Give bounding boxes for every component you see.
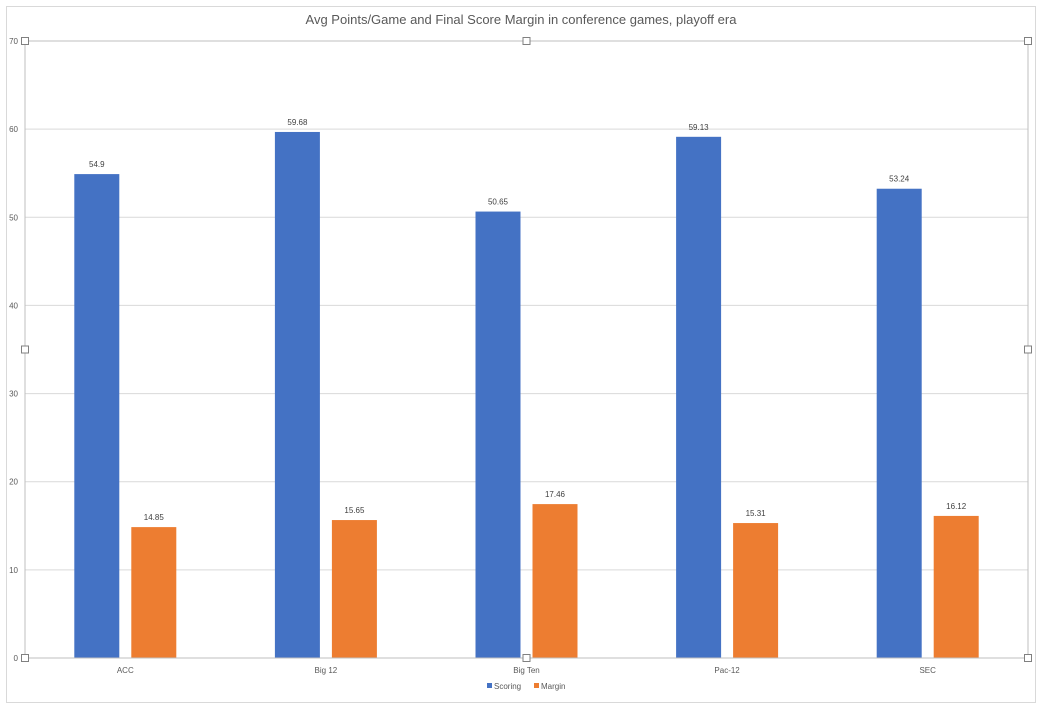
data-label: 15.65 bbox=[344, 506, 365, 515]
data-label: 50.65 bbox=[488, 198, 509, 207]
resize-handle[interactable] bbox=[21, 345, 29, 354]
x-axis: ACC Big 12 Big Ten Pac-12 SEC bbox=[117, 666, 936, 675]
y-tick-label: 40 bbox=[9, 301, 18, 310]
y-tick-label: 70 bbox=[9, 37, 18, 46]
resize-handle[interactable] bbox=[21, 654, 29, 662]
data-label: 17.46 bbox=[545, 490, 566, 499]
y-tick-label: 0 bbox=[14, 654, 19, 663]
data-label: 53.24 bbox=[889, 175, 910, 184]
resize-handle[interactable] bbox=[522, 654, 531, 662]
bar-scoring-pac-12[interactable] bbox=[676, 136, 722, 658]
bar-scoring-sec[interactable] bbox=[876, 188, 922, 659]
data-label: 59.13 bbox=[689, 123, 710, 132]
resize-handle[interactable] bbox=[1024, 37, 1032, 45]
x-tick-label: Big 12 bbox=[315, 666, 338, 675]
chart-frame bbox=[6, 6, 1036, 703]
selection-handles[interactable] bbox=[21, 37, 1032, 662]
bar-margin-pac-12[interactable] bbox=[733, 523, 779, 658]
y-axis: 0 10 20 30 40 50 60 70 bbox=[9, 37, 18, 663]
y-tick-label: 10 bbox=[9, 566, 18, 575]
data-label: 59.68 bbox=[287, 118, 308, 127]
y-tick-label: 60 bbox=[9, 125, 18, 134]
bar-scoring-big-12[interactable] bbox=[274, 131, 320, 658]
x-tick-label: SEC bbox=[919, 666, 936, 675]
legend-swatch bbox=[534, 683, 539, 688]
bar-margin-sec[interactable] bbox=[933, 515, 979, 658]
chart-title: Avg Points/Game and Final Score Margin i… bbox=[306, 12, 738, 27]
bar-scoring-big-ten[interactable] bbox=[475, 211, 521, 658]
resize-handle[interactable] bbox=[1024, 654, 1032, 662]
y-tick-label: 20 bbox=[9, 478, 18, 487]
data-label: 16.12 bbox=[946, 502, 967, 511]
bar-margin-big-12[interactable] bbox=[331, 520, 377, 658]
legend-entry: Margin bbox=[541, 682, 565, 691]
resize-handle[interactable] bbox=[1024, 345, 1032, 354]
x-tick-label: Pac-12 bbox=[714, 666, 740, 675]
data-label: 14.85 bbox=[144, 513, 165, 522]
y-tick-label: 30 bbox=[9, 390, 18, 399]
x-tick-label: ACC bbox=[117, 666, 134, 675]
legend: Scoring Margin bbox=[487, 682, 565, 691]
resize-handle[interactable] bbox=[522, 37, 531, 45]
bar-margin-big-ten[interactable] bbox=[532, 504, 578, 658]
x-tick-label: Big Ten bbox=[513, 666, 540, 675]
bar-margin-acc[interactable] bbox=[131, 527, 177, 658]
resize-handle[interactable] bbox=[21, 37, 29, 45]
bars: 54.9 14.85 59.68 15.65 50.65 17.46 59.13 15.31 5… bbox=[74, 118, 979, 659]
legend-entry: Scoring bbox=[494, 682, 521, 691]
bar-scoring-acc[interactable] bbox=[74, 174, 120, 659]
legend-swatch bbox=[487, 683, 492, 688]
y-tick-label: 50 bbox=[9, 213, 18, 222]
gridlines bbox=[25, 40, 1028, 571]
data-label: 54.9 bbox=[89, 160, 105, 169]
data-label: 15.31 bbox=[746, 509, 767, 518]
